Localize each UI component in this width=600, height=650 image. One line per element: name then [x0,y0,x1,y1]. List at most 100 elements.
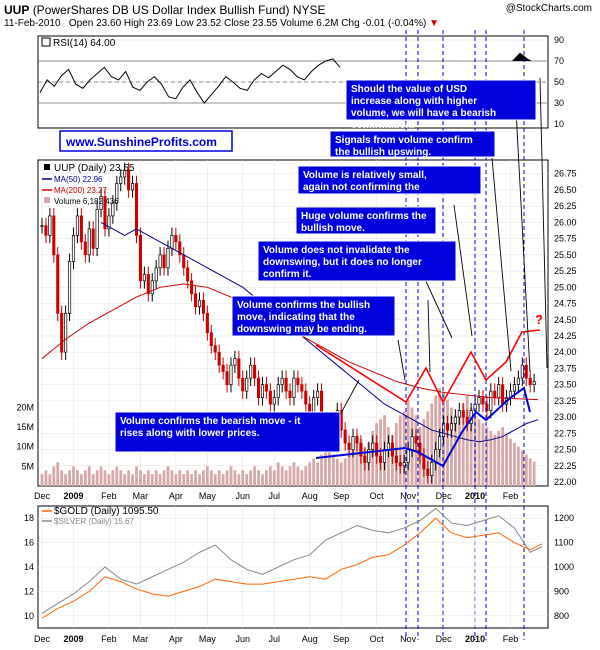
price-x-label: Aug [302,491,318,501]
metals-legend-label: $SILVER (Daily) 15.67 [54,517,134,526]
price-candle [260,384,265,398]
rsi-overbought-fill [512,52,532,61]
metals-right-tick-label: 1200 [554,513,574,523]
callout-pointer [339,379,360,416]
volume-bar [91,474,95,486]
price-candle [123,170,127,178]
price-tick-label: 26.25 [554,201,577,211]
metals-left-tick-label: 18 [24,513,34,523]
volume-bar [178,470,182,486]
volume-bar [229,466,233,486]
price-candle [394,455,398,463]
annotation-text-a7: Volume confirms the bearish move - it ris… [120,416,301,439]
price-candle [48,215,52,236]
price-candle [355,436,359,444]
price-x-label: Nov [400,491,417,501]
price-candle [264,384,268,392]
price-candle [426,468,430,476]
price-candle [398,462,402,467]
price-x-label: Feb [101,491,117,501]
volume-bar [119,470,123,486]
volume-bar [186,470,190,486]
volume-bar [115,466,119,486]
legend-label: MA(200) 23.27 [54,186,107,195]
annotation-box-a4 [295,206,437,235]
metals-x-label: Sep [333,634,349,644]
price-tick-label: 24.00 [554,347,577,357]
metals-right-tick-label: 1000 [554,562,574,572]
volume-bar [233,470,237,486]
volume-bar [430,403,434,486]
price-x-label: Oct [370,491,385,501]
volume-bar [520,450,524,486]
price-candle [410,436,414,450]
callout-pointer [539,77,548,369]
volume-bar [446,399,449,486]
volume-bar [213,474,217,486]
price-tick-label: 24.50 [554,315,577,325]
price-candle [528,377,532,386]
price-tick-label: 23.75 [554,363,577,373]
volume-bar [79,474,83,486]
price-candle [229,364,233,386]
price-candle [402,462,406,467]
volume-bar [56,462,60,486]
price-candle [300,384,304,392]
price-candle [445,423,450,431]
price-candle [367,449,371,463]
price-candle [520,364,524,379]
volume-bar [320,454,323,486]
volume-bar [257,470,260,486]
price-candle [174,235,178,243]
chart-title: UUP (PowerShares DB US Dollar Index Bull… [4,3,326,17]
price-candle [205,312,209,334]
quote-line: 11-Feb-2010 Open 23.60 High 23.69 Low 23… [4,18,439,29]
annotation-box-a3 [297,165,482,195]
annotation-text-a1: Should the value of USD increase along wi… [351,84,496,131]
price-candle [131,183,135,191]
price-candle [406,449,410,463]
volume-bar [288,466,292,486]
price-candle [414,436,418,444]
price-tick-label: 26.50 [554,185,577,195]
volume-bar [127,470,131,486]
price-candle [375,442,379,457]
volume-bar [489,431,493,486]
volume-bar [253,466,256,486]
ticker-symbol: UUP [4,3,30,17]
volume-bar [355,434,359,486]
price-tick-label: 25.50 [554,250,577,260]
annotation-text-a5: Volume does not invalidate the downswing,… [263,245,422,280]
price-candle [343,429,347,444]
metals-x-label: Jun [236,634,251,644]
price-candle [217,351,221,366]
price-candle [193,293,198,308]
metals-x-label: 2009 [63,634,83,644]
volume-bar [276,462,280,486]
price-tick-label: 25.25 [554,266,577,276]
price-x-label: Feb [503,491,519,501]
volume-bar [272,470,276,486]
price-candle [272,397,276,405]
price-candle [83,241,87,256]
legend-label: UUP (Daily) 23.55 [54,163,135,174]
volume-tick-label: 20M [16,402,34,412]
volume-bar [284,470,288,486]
metals-x-label: 2010 [465,634,485,644]
volume-bar [68,470,71,486]
price-x-label: Jul [269,491,281,501]
annotation-box-a5 [257,240,457,282]
volume-bar [335,458,339,486]
price-candle [371,442,375,450]
volume-bar [72,466,75,486]
quote-date: 11-Feb-2010 [4,18,61,29]
volume-bar [509,438,512,486]
volume-bar [292,462,296,486]
volume-bar [225,470,229,486]
volume-bar [158,474,162,486]
volume-bar [221,474,225,486]
price-candle [87,228,91,256]
volume-trend-zigzag [315,386,531,468]
metals-x-label: Feb [503,634,519,644]
price-candle [107,215,111,230]
